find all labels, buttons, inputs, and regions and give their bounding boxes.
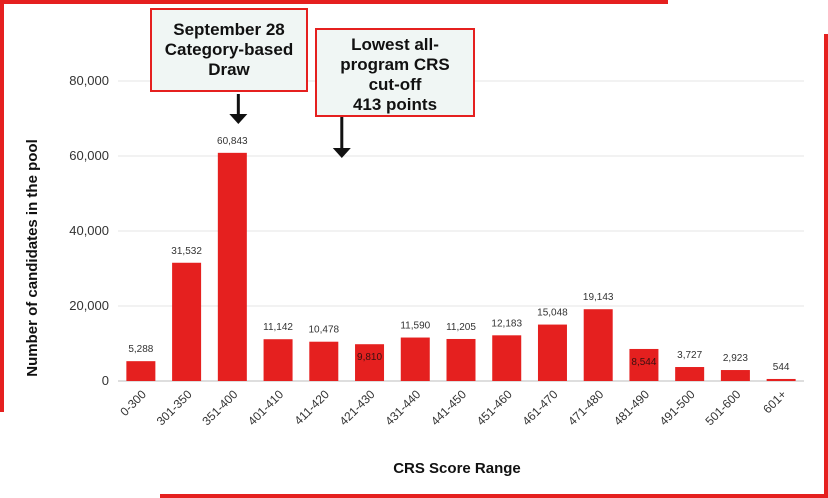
category-label-301-350: 301-350	[154, 387, 195, 428]
bar-451-460	[492, 335, 522, 381]
value-label-0-300: 5,288	[128, 344, 153, 355]
value-label-601+: 544	[773, 362, 790, 373]
category-label-461-470: 461-470	[520, 387, 561, 428]
callout-1-line-2: Category-based	[164, 40, 294, 59]
bar-471-480	[583, 309, 613, 381]
y-tick-label: 0	[102, 373, 109, 388]
bar-481-490	[629, 348, 659, 381]
bar-601+	[766, 378, 796, 381]
y-axis-title: Number of candidates in the pool	[24, 139, 41, 377]
category-label-471-480: 471-480	[565, 387, 606, 428]
frame-left-border	[0, 0, 4, 412]
category-label-491-500: 491-500	[657, 387, 698, 428]
bar-351-400	[217, 152, 247, 381]
x-axis-title: CRS Score Range	[393, 460, 521, 477]
bar-411-420	[309, 341, 339, 381]
frame-bottom-border	[160, 494, 828, 498]
y-tick-label: 40,000	[69, 223, 109, 238]
value-label-351-400: 60,843	[217, 136, 248, 147]
category-label-481-490: 481-490	[611, 387, 652, 428]
callout-2-line-1: Lowest all-	[351, 35, 439, 54]
category-label-411-420: 411-420	[292, 387, 333, 428]
bar-401-410	[263, 339, 293, 381]
y-tick-label: 80,000	[69, 73, 109, 88]
category-label-601+: 601+	[760, 387, 789, 416]
y-tick-label: 20,000	[69, 298, 109, 313]
bar-461-470	[537, 324, 567, 381]
arrows-layer	[229, 94, 351, 158]
bar-421-430	[355, 344, 385, 381]
y-tick-label: 60,000	[69, 148, 109, 163]
bars-layer	[126, 152, 796, 381]
callout-2-line-3: cut-off	[368, 75, 422, 94]
category-label-501-600: 501-600	[702, 387, 743, 428]
annotation-arrow-head-1	[229, 114, 248, 124]
value-label-441-450: 11,205	[446, 322, 476, 333]
value-label-491-500: 3,727	[677, 350, 702, 361]
value-label-301-350: 31,532	[171, 246, 202, 257]
callout-september-28-draw: September 28 Category-based Draw	[150, 8, 308, 92]
bar-0-300	[126, 361, 156, 381]
callout-2-line-4: 413 points	[352, 95, 438, 114]
annotation-arrow-head-2	[332, 148, 351, 158]
value-label-471-480: 19,143	[583, 292, 614, 303]
category-label-451-460: 451-460	[474, 387, 515, 428]
bar-301-350	[172, 262, 202, 381]
value-label-431-440: 11,590	[400, 321, 430, 332]
value-label-411-420: 10,478	[309, 325, 340, 336]
value-label-401-410: 11,142	[263, 322, 293, 333]
value-label-421-430: 9,810	[357, 352, 382, 363]
value-label-481-490: 8,544	[631, 357, 656, 368]
category-label-441-450: 441-450	[428, 387, 469, 428]
value-label-501-600: 2,923	[723, 353, 748, 364]
callout-lowest-cutoff: Lowest all- program CRS cut-off 413 poin…	[315, 28, 475, 117]
frame-top-border	[0, 0, 668, 4]
frame-right-border	[824, 34, 828, 498]
callout-1-line-1: September 28	[173, 20, 285, 39]
category-label-431-440: 431-440	[382, 387, 423, 428]
bar-501-600	[720, 370, 750, 381]
callout-1-line-3: Draw	[208, 60, 250, 79]
category-label-0-300: 0-300	[117, 387, 149, 419]
bar-441-450	[446, 338, 476, 381]
category-label-401-410: 401-410	[245, 387, 286, 428]
value-label-461-470: 15,048	[537, 308, 568, 319]
bar-491-500	[675, 367, 705, 381]
bar-431-440	[400, 337, 430, 381]
callout-2-line-2: program CRS	[340, 55, 450, 74]
category-label-351-400: 351-400	[199, 387, 240, 428]
category-label-421-430: 421-430	[337, 387, 378, 428]
value-label-451-460: 12,183	[491, 318, 522, 329]
